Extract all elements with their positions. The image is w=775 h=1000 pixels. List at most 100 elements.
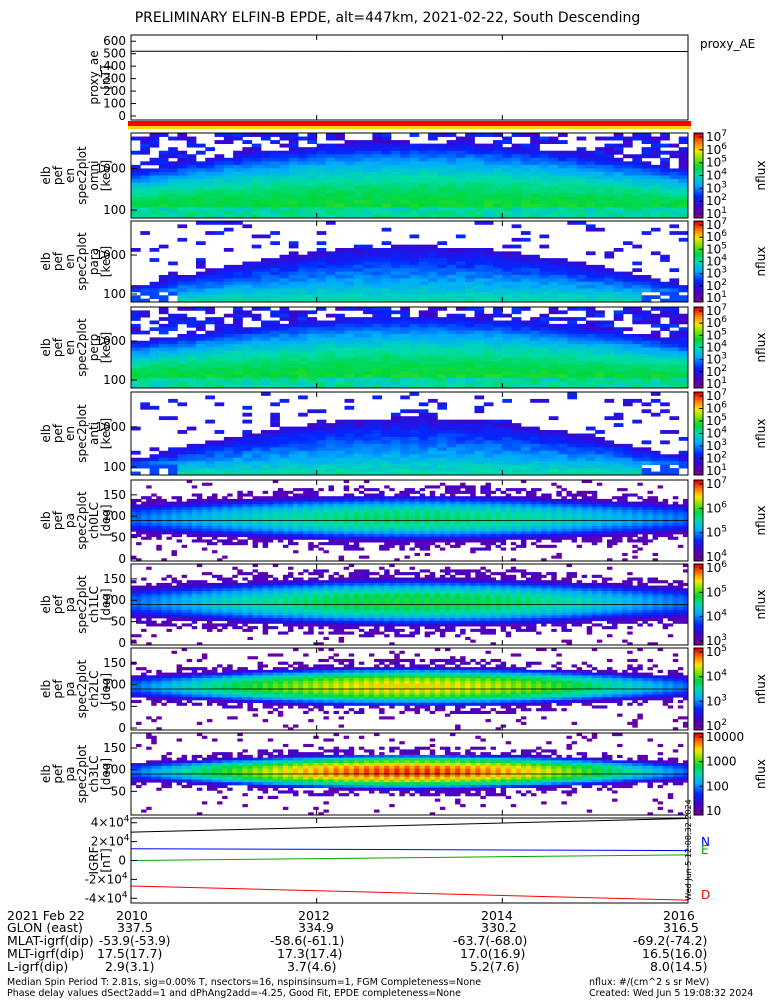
energy-cell (548, 258, 559, 262)
energy-cell (233, 164, 243, 169)
energy-cell (650, 307, 661, 311)
energy-cell (669, 307, 680, 311)
energy-cell (530, 344, 540, 348)
energy-cell (530, 207, 540, 212)
energy-cell (223, 189, 234, 194)
energy-cell (678, 330, 689, 335)
pa-cell (267, 531, 274, 535)
pa-cell (338, 520, 345, 524)
energy-cell (558, 261, 568, 266)
energy-cell (465, 175, 475, 180)
energy-cell (223, 454, 234, 459)
energy-cell (455, 210, 466, 215)
energy-cell (623, 367, 633, 372)
energy-cell (149, 200, 160, 205)
energy-cell (214, 157, 225, 162)
energy-cell (567, 164, 577, 169)
energy-cell (409, 330, 420, 335)
energy-cell (353, 147, 364, 152)
pa-cell (191, 539, 198, 543)
energy-cell (279, 193, 290, 198)
pa-cell (141, 525, 147, 529)
energy-cell (131, 186, 141, 191)
energy-cell (316, 200, 327, 205)
energy-cell (335, 264, 345, 269)
energy-cell (205, 381, 215, 386)
energy-cell (307, 164, 318, 169)
energy-cell (502, 461, 513, 466)
energy-cell (428, 354, 438, 359)
energy-cell (474, 430, 485, 434)
energy-cell (363, 320, 373, 325)
energy-cell (214, 288, 225, 293)
energy-cell (418, 196, 429, 201)
energy-cell (520, 433, 531, 438)
energy-cell (455, 340, 466, 345)
energy-cell (233, 196, 243, 201)
energy-cell (298, 186, 308, 191)
energy-cell (418, 193, 429, 198)
energy-cell (595, 337, 605, 342)
energy-cell (446, 248, 457, 252)
energy-cell (465, 374, 475, 379)
energy-cell (502, 182, 513, 187)
energy-cell (233, 344, 243, 348)
energy-cell (678, 454, 689, 459)
pa-cell (262, 490, 269, 494)
energy-cell (242, 454, 253, 459)
energy-cell (131, 450, 141, 455)
energy-cell (493, 140, 503, 145)
energy-cell (669, 291, 680, 296)
energy-cell (493, 426, 503, 431)
energy-cell (511, 364, 522, 369)
energy-cell (288, 350, 299, 355)
energy-cell (353, 140, 364, 145)
energy-cell (344, 447, 355, 452)
energy-cell (474, 214, 485, 219)
energy-cell (576, 371, 587, 375)
pa-cell (257, 501, 264, 505)
energy-cell (511, 207, 522, 212)
energy-cell (585, 285, 596, 289)
energy-cell (363, 295, 373, 300)
energy-cell (363, 179, 373, 183)
energy-cell (223, 334, 234, 338)
energy-cell (576, 357, 587, 362)
energy-cell (353, 337, 364, 342)
pa-cell (298, 520, 304, 524)
energy-cell (650, 210, 661, 215)
energy-cell (316, 419, 327, 424)
energy-cell (502, 398, 513, 403)
energy-cell (474, 419, 485, 424)
energy-cell (418, 412, 429, 417)
energy-cell (493, 150, 503, 155)
energy-cell (548, 140, 559, 145)
energy-cell (418, 164, 429, 169)
energy-cell (567, 433, 577, 438)
energy-cell (520, 440, 531, 445)
energy-cell (632, 186, 642, 191)
energy-cell (390, 381, 401, 386)
pa-cell (171, 528, 177, 532)
energy-cell (493, 436, 503, 441)
energy-cell (502, 436, 513, 441)
energy-cell (623, 443, 633, 448)
energy-cell (567, 175, 577, 180)
energy-cell (520, 457, 531, 462)
energy-cell (363, 261, 373, 266)
energy-cell (158, 189, 169, 194)
energy-cell (604, 320, 615, 325)
energy-cell (158, 323, 169, 328)
energy-cell (669, 214, 680, 219)
energy-cell (177, 203, 188, 208)
energy-cell (381, 196, 392, 201)
energy-cell (223, 278, 234, 283)
energy-cell (186, 454, 197, 459)
energy-cell (400, 433, 410, 438)
energy-cell (632, 288, 642, 293)
pa-cell (282, 523, 289, 527)
energy-cell (400, 344, 410, 348)
energy-cell (539, 136, 550, 141)
energy-cell (260, 430, 271, 434)
pa-cell (156, 509, 162, 513)
